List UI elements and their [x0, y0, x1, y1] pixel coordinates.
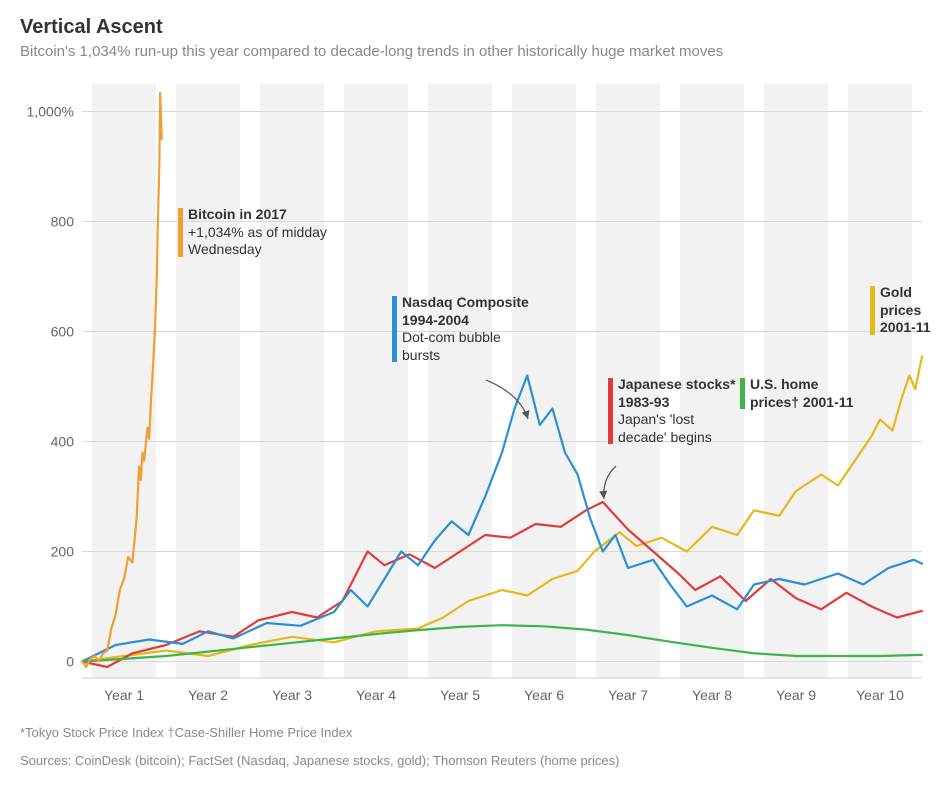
- svg-text:Year 5: Year 5: [440, 687, 480, 703]
- footnote-sources: Sources: CoinDesk (bitcoin); FactSet (Na…: [20, 752, 932, 770]
- svg-text:Year 7: Year 7: [608, 687, 648, 703]
- svg-text:Year 10: Year 10: [856, 687, 904, 703]
- chart-container: 0 200 400 600 800 1,000% Year 1 Year 2 Year 3 Yea…: [20, 74, 932, 714]
- footnote-definitions: *Tokyo Stock Price Index †Case-Shiller H…: [20, 724, 932, 742]
- svg-text:400: 400: [51, 434, 75, 450]
- svg-text:1,000%: 1,000%: [27, 104, 74, 120]
- chart-subtitle: Bitcoin's 1,034% run-up this year compar…: [20, 43, 932, 60]
- svg-text:Year 6: Year 6: [524, 687, 564, 703]
- svg-text:600: 600: [51, 324, 75, 340]
- svg-text:Year 2: Year 2: [188, 687, 228, 703]
- svg-text:Year 9: Year 9: [776, 687, 816, 703]
- line-chart-svg: 0 200 400 600 800 1,000% Year 1 Year 2 Year 3 Yea…: [20, 74, 932, 714]
- svg-text:Year 8: Year 8: [692, 687, 732, 703]
- chart-title: Vertical Ascent: [20, 16, 932, 39]
- svg-text:800: 800: [51, 214, 75, 230]
- svg-text:200: 200: [51, 544, 75, 560]
- svg-text:0: 0: [66, 654, 74, 670]
- svg-text:Year 3: Year 3: [272, 687, 312, 703]
- svg-text:Year 4: Year 4: [356, 687, 396, 703]
- svg-text:Year 1: Year 1: [104, 687, 144, 703]
